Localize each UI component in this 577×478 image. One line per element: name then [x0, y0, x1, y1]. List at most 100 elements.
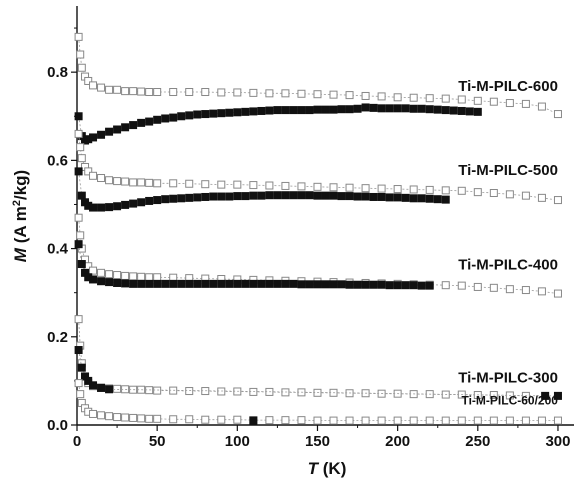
data-point: [449, 106, 458, 115]
data-point: [217, 180, 226, 189]
data-point: [505, 416, 514, 425]
data-point: [113, 125, 122, 134]
data-point: [489, 283, 498, 292]
data-point: [305, 106, 314, 115]
data-point: [409, 194, 418, 203]
data-point: [369, 192, 378, 201]
series-600-open: [74, 32, 562, 119]
data-point: [76, 143, 85, 152]
data-point: [153, 115, 162, 124]
data-point: [113, 177, 122, 186]
data-point: [465, 107, 474, 116]
data-point: [193, 279, 202, 288]
data-point: [249, 416, 258, 425]
data-point: [145, 117, 154, 126]
series-300-open: [74, 315, 530, 400]
data-point: [345, 91, 354, 100]
data-point: [537, 193, 546, 202]
data-point: [89, 81, 98, 90]
data-point: [313, 191, 322, 200]
data-point: [169, 113, 178, 122]
data-point: [249, 279, 258, 288]
data-point: [257, 106, 266, 115]
data-point: [153, 179, 162, 188]
data-point: [409, 104, 418, 113]
data-point: [241, 107, 250, 116]
data-point: [153, 88, 162, 97]
series-300-filled: [74, 346, 562, 400]
data-point: [265, 106, 274, 115]
data-point: [377, 280, 386, 289]
data-point: [425, 105, 434, 114]
data-point: [121, 123, 130, 132]
data-point: [74, 346, 83, 355]
series-labels: Ti-M-PILC-600 Ti-M-PILC-500 Ti-M-PILC-400 T…: [458, 78, 558, 407]
data-point: [521, 191, 530, 200]
data-point: [77, 191, 86, 200]
data-point: [129, 413, 138, 422]
data-point: [153, 273, 162, 282]
y-tick-label: 0.2: [47, 329, 68, 346]
data-point: [417, 281, 426, 290]
series-layer: [74, 32, 562, 425]
data-point: [89, 381, 98, 390]
data-point: [345, 192, 354, 201]
data-point: [541, 391, 550, 400]
data-point: [209, 192, 218, 201]
data-point: [473, 416, 482, 425]
data-point: [76, 50, 85, 59]
data-point: [353, 104, 362, 113]
data-point: [457, 186, 466, 195]
data-point: [74, 315, 83, 324]
data-point: [105, 270, 114, 279]
data-point: [145, 414, 154, 423]
data-point: [313, 182, 322, 191]
data-point: [489, 97, 498, 106]
data-point: [521, 99, 530, 108]
data-point: [185, 111, 194, 120]
y-axis-unit-sup: 2: [11, 200, 23, 206]
data-point: [401, 193, 410, 202]
data-point: [217, 192, 226, 201]
data-point: [113, 271, 122, 280]
data-point: [113, 278, 122, 287]
data-point: [137, 178, 146, 187]
data-point: [105, 127, 114, 136]
data-point: [137, 87, 146, 96]
series-600-filled: [74, 103, 482, 145]
data-point: [76, 390, 85, 399]
data-point: [337, 280, 346, 289]
data-point: [385, 281, 394, 290]
data-point: [473, 107, 482, 116]
data-point: [281, 106, 290, 115]
data-point: [553, 289, 562, 298]
data-point: [265, 181, 274, 190]
data-point: [74, 112, 83, 121]
data-point: [537, 287, 546, 296]
data-point: [76, 231, 85, 240]
data-point: [217, 109, 226, 118]
data-point: [74, 32, 83, 41]
data-point: [289, 106, 298, 115]
data-point: [209, 279, 218, 288]
data-point: [77, 260, 86, 269]
data-point: [473, 96, 482, 105]
data-point: [297, 280, 306, 289]
data-point: [89, 133, 98, 142]
data-point: [129, 279, 138, 288]
data-point: [281, 191, 290, 200]
data-point: [297, 191, 306, 200]
data-point: [329, 416, 338, 425]
data-point: [201, 110, 210, 119]
data-point: [441, 186, 450, 195]
axes: 0 50 100 150 200 250 300 0.0 0.2 0.4 0.6 0.8: [47, 6, 574, 450]
data-point: [249, 88, 258, 97]
data-point: [177, 112, 186, 121]
data-point: [233, 108, 242, 117]
data-point: [297, 106, 306, 115]
data-point: [97, 277, 106, 286]
data-point: [257, 191, 266, 200]
data-point: [233, 180, 242, 189]
data-point: [313, 105, 322, 114]
